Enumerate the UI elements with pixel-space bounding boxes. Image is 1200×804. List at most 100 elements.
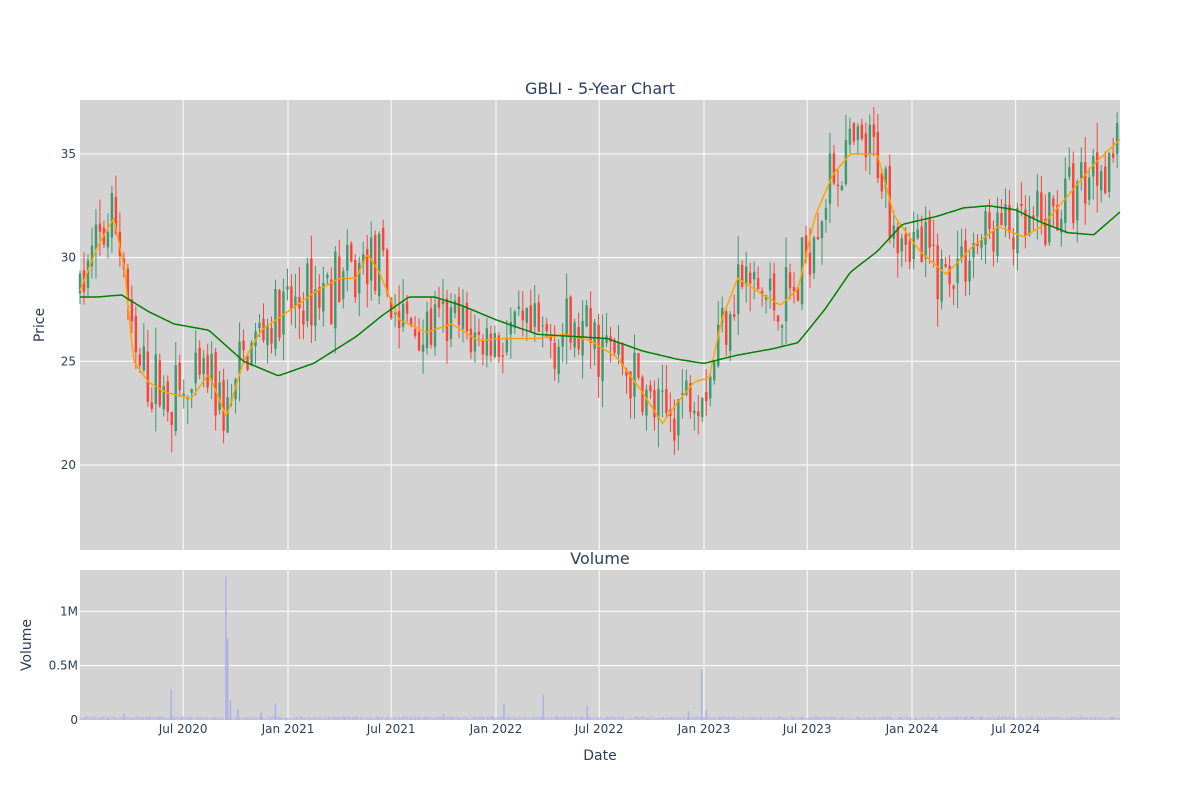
volume-bar [1108,718,1110,720]
candle-down-body [992,230,995,252]
volume-bar [981,716,982,720]
volume-bar [966,716,968,720]
volume-bar [1076,716,1078,720]
volume-bar [1018,718,1020,720]
volume-bar [418,716,419,720]
volume-bar [192,718,194,720]
volume-bar [159,716,161,720]
volume-bar [807,718,809,720]
moving-average-line [79,138,1121,425]
volume-bar [306,718,308,720]
volume-bar [677,717,679,720]
volume-bar [567,716,569,720]
volume-bar [264,718,266,720]
volume-bar [552,718,554,720]
volume-bar [222,718,223,720]
volume-bar [937,717,939,720]
volume-bar [256,718,258,720]
volume-bar [1112,716,1113,720]
volume-bar [561,716,563,720]
volume-bar [918,718,920,720]
candle-down-body [166,381,169,412]
volume-bar [999,716,1001,720]
volume-bar [1003,717,1005,720]
volume-bar [819,718,821,720]
candle-down-body [740,264,744,287]
volume-bar [717,718,719,720]
candle-up-body [657,388,660,419]
volume-axis-title: Volume [19,619,35,671]
candle-down-body [330,279,333,325]
volume-bar [297,718,299,720]
volume-bar [638,717,639,720]
candle-up-body [693,410,696,414]
candle-down-body [389,298,393,318]
volume-bar [592,718,594,720]
volume-bar [342,716,344,720]
candle-down-body [776,315,780,322]
volume-bar [1038,716,1039,720]
candle-up-body [828,153,832,204]
candle-down-body [270,327,273,344]
candle-down-body [549,336,552,341]
volume-bar [855,717,857,720]
volume-bar [624,718,626,720]
volume-bar [1104,717,1106,720]
candle-up-body [433,304,437,347]
candle-down-body [222,380,225,431]
volume-bar [976,717,978,720]
volume-bar [287,717,288,720]
volume-bar [779,716,781,720]
volume-bar [519,716,521,720]
volume-bar [960,716,962,720]
volume-bar [734,716,736,720]
volume-bar [113,716,115,720]
volume-bar [1092,718,1094,720]
price-y-tick-labels: 20 25 30 35 [61,147,76,472]
volume-bar [747,716,749,720]
volume-bar [876,717,878,720]
candle-down-body [409,318,413,326]
candle-down-body [405,301,409,314]
volume-bar [97,717,99,720]
volume-bar [1100,716,1102,720]
volume-bar [844,718,846,720]
volume-bar [152,716,154,720]
candle-up-body [1088,177,1091,200]
volume-y-tick-labels: 0 0.5M 1M [49,604,78,727]
volume-bar [459,717,460,720]
volume-bar [926,716,928,720]
volume-bar [916,717,917,720]
volume-bar [129,718,131,720]
volume-bar [1005,716,1006,720]
candle-up-body [210,353,213,382]
volume-bar [900,716,902,720]
volume-bar [639,718,641,720]
volume-bar [110,717,112,720]
volume-bar [1014,717,1015,720]
volume-bar [223,718,225,720]
volume-bar [766,717,768,720]
volume-bar [216,717,218,720]
volume-bar [534,716,536,720]
volume-bar [668,718,670,720]
volume-bar [814,717,816,720]
candle-up-body [266,325,269,346]
volume-bar [770,718,772,720]
volume-bar [348,716,350,720]
volume-bar [1081,717,1083,720]
candle-up-body [194,352,197,384]
volume-bar [471,716,473,720]
candle-up-body [593,322,596,350]
volume-bar [304,718,305,720]
volume-bar [714,716,716,720]
volume-bar [111,716,113,720]
volume-bar [908,718,909,720]
volume-bar [895,718,897,720]
volume-bar [872,717,874,720]
volume-bar [1059,716,1061,720]
volume-bar [1040,717,1042,720]
candle-down-body [553,343,556,369]
volume-bar [324,716,326,720]
volume-bar [970,716,972,720]
